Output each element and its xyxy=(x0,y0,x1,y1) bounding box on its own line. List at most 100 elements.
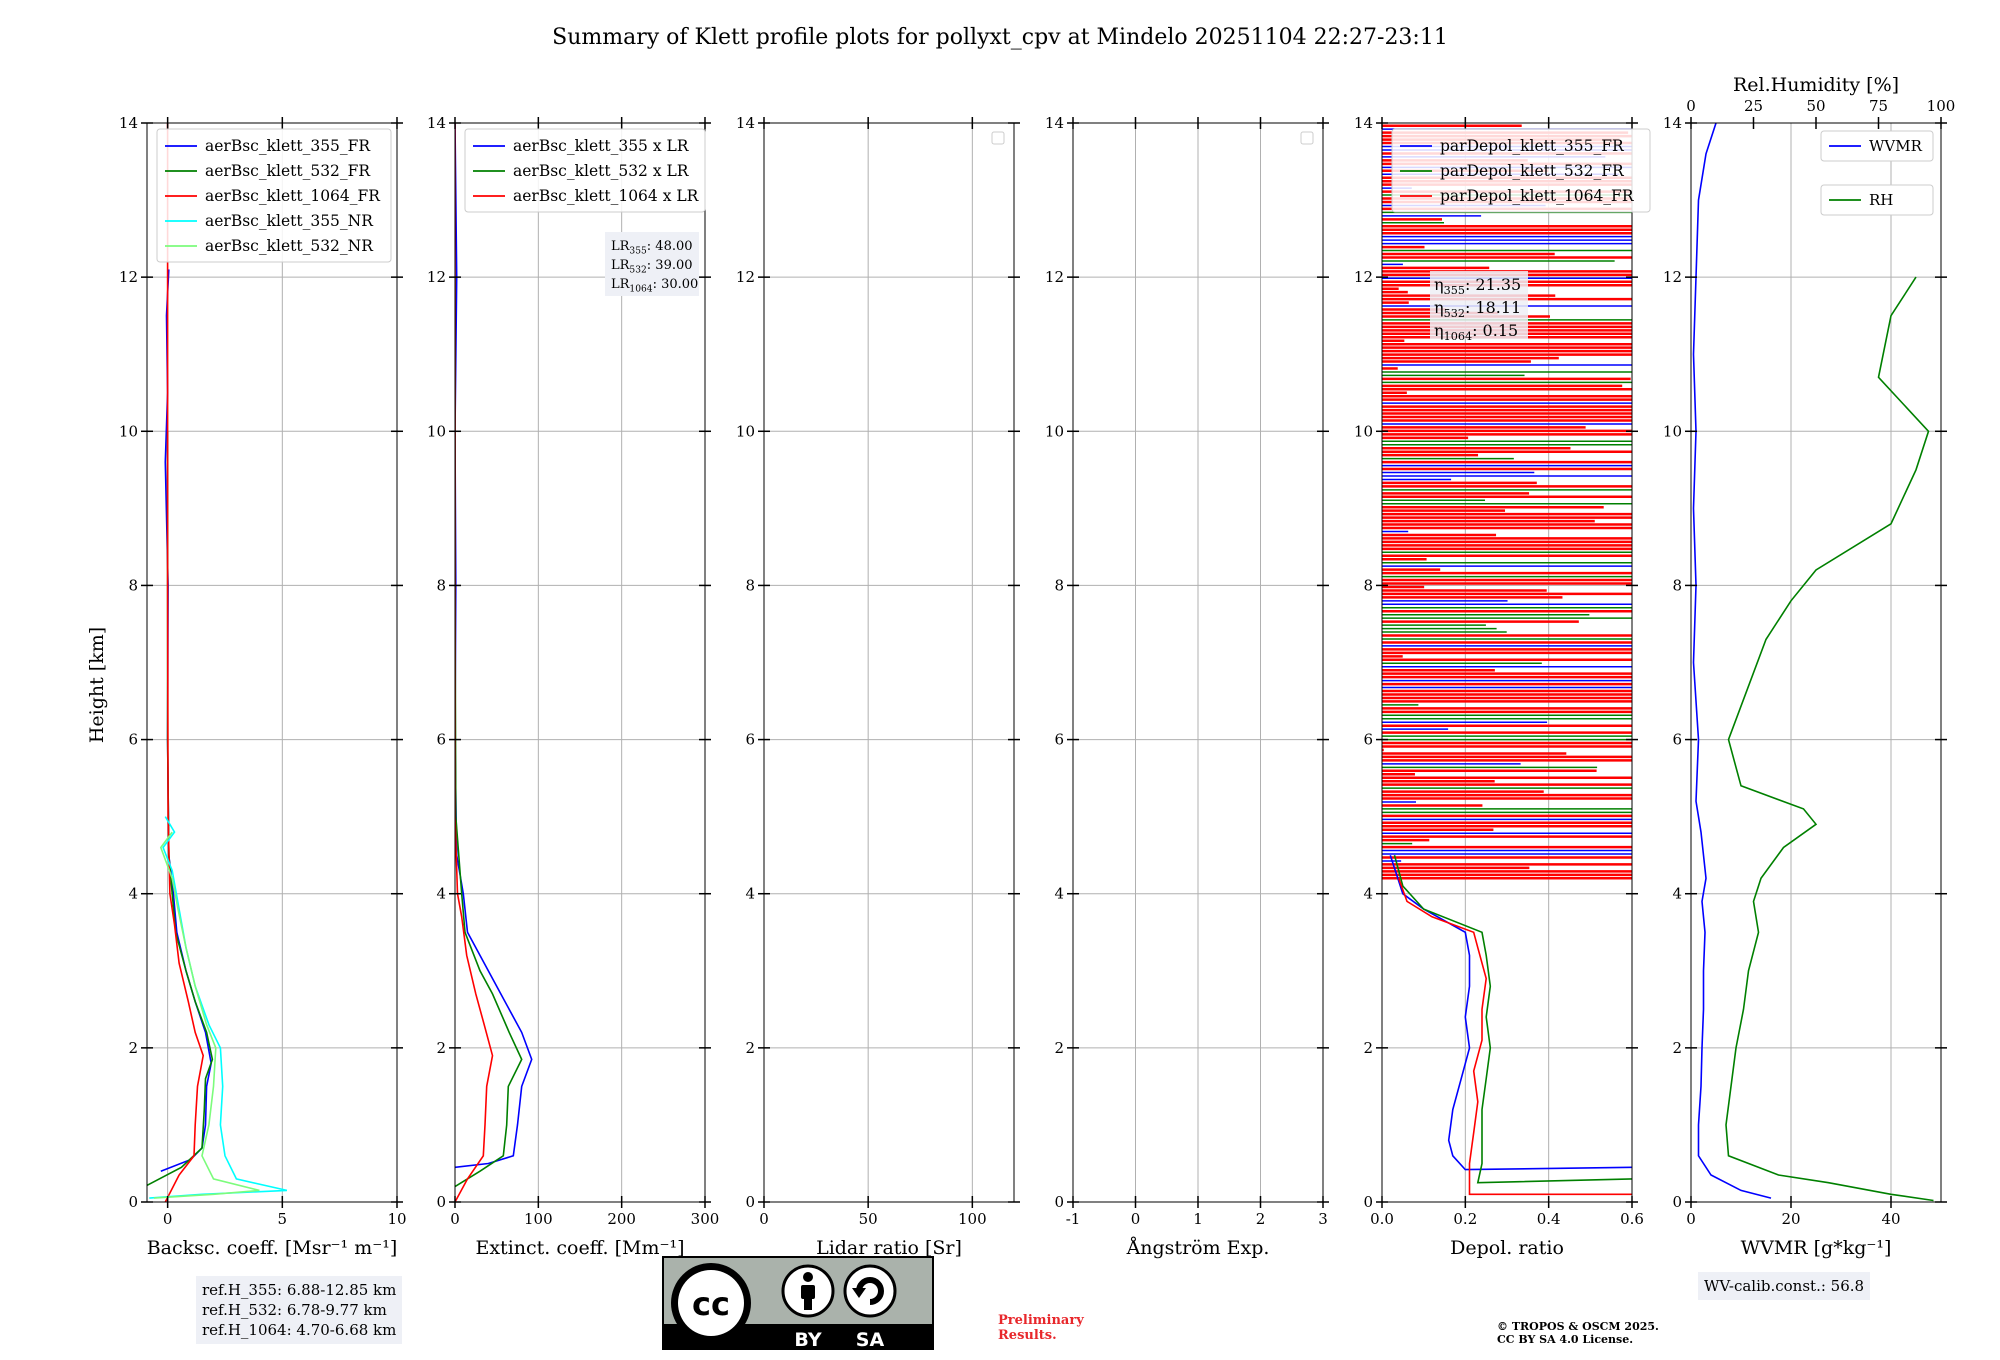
wv-calib-const: WV-calib.const.: 56.8 xyxy=(1704,1277,1865,1295)
y-tick-label: 8 xyxy=(128,576,138,594)
legend-label: RH xyxy=(1869,191,1893,209)
legend-label: aerBsc_klett_532 x LR xyxy=(513,162,690,180)
series-line-aerBsc_klett_1064 x LR xyxy=(455,123,494,1202)
legend-box xyxy=(1820,130,1934,162)
x-tick-label: 0 xyxy=(1686,1210,1696,1228)
y-tick-label: 6 xyxy=(1672,731,1682,749)
ref-height-1064: ref.H_1064: 4.70-6.68 km xyxy=(202,1321,397,1339)
person-icon xyxy=(781,1264,835,1318)
y-tick-label: 0 xyxy=(1363,1193,1373,1211)
y-tick-label: 4 xyxy=(745,885,755,903)
x-tick-label: 0 xyxy=(759,1210,769,1228)
cc-license-logo: cc BY SA xyxy=(662,1256,934,1350)
y-tick-label: 0 xyxy=(1672,1193,1682,1211)
series-line-WVMR xyxy=(1692,123,1772,1199)
x-tick-label: -1 xyxy=(1066,1210,1081,1228)
y-tick-label: 0 xyxy=(1054,1193,1064,1211)
series-line-parDepol_klett_1064_FR xyxy=(1397,878,1632,1196)
y-tick-label: 12 xyxy=(1045,268,1064,286)
x-tick-label: 0 xyxy=(163,1210,173,1228)
x2-tick-label: 0 xyxy=(1686,97,1696,115)
y-tick-label: 8 xyxy=(436,576,446,594)
series-line-aerBsc_klett_1064_FR xyxy=(164,123,205,1202)
legend-label: parDepol_klett_532_FR xyxy=(1440,162,1625,180)
legend-label: aerBsc_klett_355_FR xyxy=(205,137,371,155)
y-tick-label: 10 xyxy=(1354,422,1373,440)
x2-tick-label: 75 xyxy=(1869,97,1888,115)
axes-frame xyxy=(1381,122,1633,1203)
series-line-aerBsc_klett_532 x LR xyxy=(455,277,523,1188)
x-tick-label: 0 xyxy=(450,1210,460,1228)
y-tick-label: 8 xyxy=(745,576,755,594)
x-tick-label: 1 xyxy=(1193,1210,1203,1228)
y-tick-label: 2 xyxy=(1672,1039,1682,1057)
copyright-line-2: CC BY SA 4.0 License. xyxy=(1497,1333,1634,1346)
series-line-aerBsc_klett_532_FR xyxy=(147,431,214,1187)
legend-box xyxy=(1820,184,1934,216)
x-tick-label: 200 xyxy=(607,1210,636,1228)
y-tick-label: 10 xyxy=(1663,422,1682,440)
preliminary-line-1: Preliminary xyxy=(998,1313,1084,1328)
cc-icon: cc xyxy=(671,1263,751,1343)
y-tick-label: 10 xyxy=(427,422,446,440)
series-line-aerBsc_klett_532_NR xyxy=(153,831,260,1199)
legend-label: aerBsc_klett_355 x LR xyxy=(513,137,690,155)
preliminary-results-note: Preliminary Results. xyxy=(998,1313,1084,1343)
x2-axis-label: Rel.Humidity [%] xyxy=(1733,74,1899,96)
lr-annotation: LR532: 39.00 xyxy=(611,258,693,275)
y-tick-label: 12 xyxy=(427,268,446,286)
y-tick-label: 2 xyxy=(436,1039,446,1057)
y-tick-label: 14 xyxy=(1354,114,1373,132)
y-tick-label: 6 xyxy=(1054,731,1064,749)
legend-label: WVMR xyxy=(1869,137,1923,155)
x-tick-label: 0.0 xyxy=(1370,1210,1394,1228)
series-line-aerBsc_klett_355_NR xyxy=(149,816,288,1199)
x-tick-label: 100 xyxy=(958,1210,987,1228)
copyright-line-1: © TROPOS & OSCM 2025. xyxy=(1497,1320,1659,1333)
y-tick-label: 4 xyxy=(1054,885,1064,903)
ref-height-355: ref.H_355: 6.88-12.85 km xyxy=(202,1281,397,1299)
y-tick-label: 4 xyxy=(1672,885,1682,903)
x-axis-label: Depol. ratio xyxy=(1450,1237,1564,1259)
share-alike-icon xyxy=(843,1264,897,1318)
axes-frame xyxy=(1690,122,1942,1203)
x-tick-label: 20 xyxy=(1781,1210,1800,1228)
y-tick-label: 0 xyxy=(745,1193,755,1211)
x-axis-label: Lidar ratio [Sr] xyxy=(816,1237,962,1259)
y-tick-label: 2 xyxy=(128,1039,138,1057)
y-tick-label: 0 xyxy=(128,1193,138,1211)
legend-empty-box xyxy=(991,131,1005,145)
y-tick-label: 4 xyxy=(1363,885,1373,903)
x2-tick-label: 25 xyxy=(1744,97,1763,115)
x-axis-label: Ångström Exp. xyxy=(1126,1237,1270,1259)
x-tick-label: 300 xyxy=(691,1210,720,1228)
y-tick-label: 8 xyxy=(1672,576,1682,594)
figure-title: Summary of Klett profile plots for polly… xyxy=(552,25,1448,50)
series-group xyxy=(1692,123,1934,1202)
x2-tick-label: 100 xyxy=(1927,97,1956,115)
y-tick-label: 14 xyxy=(119,114,138,132)
lr-annotation: LR355: 48.00 xyxy=(611,239,693,256)
series-line-aerBsc_klett_355 x LR xyxy=(455,123,533,1169)
y-tick-label: 14 xyxy=(1663,114,1682,132)
legend-label: aerBsc_klett_532_FR xyxy=(205,162,371,180)
legend-box xyxy=(1391,128,1651,213)
y-tick-label: 6 xyxy=(745,731,755,749)
y-tick-label: 14 xyxy=(427,114,446,132)
y-tick-label: 12 xyxy=(1354,268,1373,286)
x-tick-label: 0.4 xyxy=(1537,1210,1561,1228)
series-group xyxy=(1382,124,1632,1196)
cc-sa-text: SA xyxy=(856,1329,885,1350)
legend-label: aerBsc_klett_355_NR xyxy=(205,212,374,230)
series-line-parDepol_klett_355_FR xyxy=(1389,854,1632,1171)
svg-text:cc: cc xyxy=(692,1285,730,1323)
y-tick-label: 8 xyxy=(1363,576,1373,594)
x-axis-label: WVMR [g*kg⁻¹] xyxy=(1741,1237,1892,1259)
y-tick-label: 2 xyxy=(1363,1039,1373,1057)
legend-box xyxy=(156,128,392,263)
lr-annotation-box xyxy=(605,232,699,296)
eta-annotation: η1064: 0.15 xyxy=(1434,321,1518,343)
chart-panel-ext: 0 2 4 6 8 10 12 14 0 100 200 300 Extinct. coeff. [Mm… xyxy=(427,114,719,1259)
x-tick-label: 100 xyxy=(524,1210,553,1228)
